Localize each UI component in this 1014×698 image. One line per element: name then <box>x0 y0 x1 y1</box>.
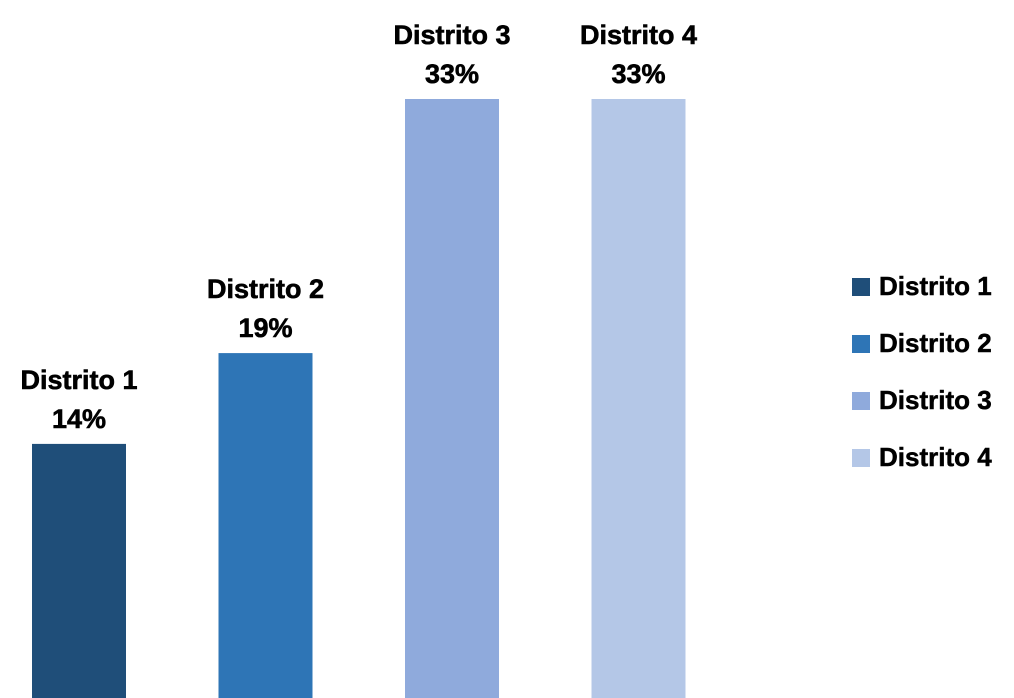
legend-item-distrito-4: Distrito 4 <box>852 429 1014 486</box>
bar-distrito-3 <box>405 99 499 698</box>
legend-label-distrito-3: Distrito 3 <box>879 385 992 416</box>
legend-swatch-distrito-4 <box>852 448 870 467</box>
legend-label-distrito-4: Distrito 4 <box>879 442 992 473</box>
legend-swatch-distrito-1 <box>852 277 870 296</box>
bar-category-label-distrito-2: Distrito 2 <box>207 274 324 304</box>
bar-distrito-4 <box>591 99 686 698</box>
bar-value-label-distrito-2: 19% <box>238 313 292 343</box>
legend-item-distrito-3: Distrito 3 <box>852 372 1014 429</box>
bar-value-label-distrito-4: 33% <box>611 59 665 89</box>
legend-label-distrito-1: Distrito 1 <box>879 271 992 302</box>
legend-label-distrito-2: Distrito 2 <box>879 328 992 359</box>
bar-category-label-distrito-3: Distrito 3 <box>393 20 510 50</box>
bar-value-label-distrito-1: 14% <box>52 404 106 434</box>
legend-item-distrito-2: Distrito 2 <box>852 315 1014 372</box>
bar-value-label-distrito-3: 33% <box>425 59 479 89</box>
bar-distrito-1 <box>32 443 126 698</box>
legend-swatch-distrito-3 <box>852 391 870 410</box>
bar-category-label-distrito-1: Distrito 1 <box>20 365 137 395</box>
legend-swatch-distrito-2 <box>852 334 870 353</box>
bar-distrito-2 <box>218 353 313 698</box>
legend-item-distrito-1: Distrito 1 <box>852 258 1014 315</box>
legend: Distrito 1 Distrito 2 Distrito 3 Distrit… <box>852 258 1014 486</box>
bar-category-label-distrito-4: Distrito 4 <box>580 20 697 50</box>
